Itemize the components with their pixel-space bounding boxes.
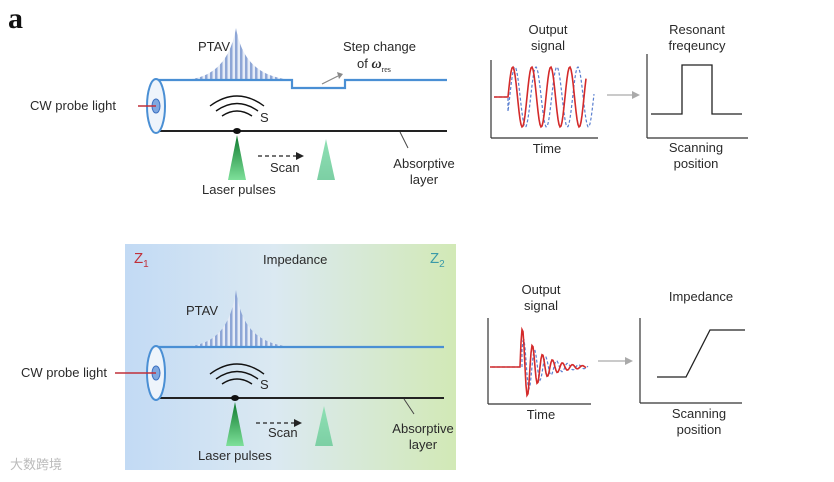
top-absorptive-label-2: layer: [409, 172, 439, 187]
bottom-imp-ramp-curve: [657, 329, 745, 378]
top-step-change-label: Step change: [343, 39, 417, 54]
bottom-ptav-shape: [192, 290, 285, 346]
top-step-arrow: [321, 75, 339, 85]
bottom-signal-title: Output: [521, 282, 561, 297]
top-scan-label: Scan: [270, 160, 300, 175]
omega-sub: res: [381, 64, 391, 74]
bottom-signal-xlabel: Time: [526, 407, 556, 422]
bottom-scan-arrowhead: [294, 419, 302, 427]
bottom-impedance-plot: [639, 318, 745, 404]
top-signal-red-trace: [494, 65, 587, 129]
top-step-arrowhead: [337, 72, 343, 79]
bottom-absorptive-label-2: layer: [408, 437, 438, 452]
bottom-scan-label: Scan: [268, 425, 298, 440]
top-ptav-label: PTAV: [198, 39, 231, 54]
bottom-cw-probe-label: CW probe light: [21, 365, 107, 380]
top-source-dot: [233, 128, 241, 134]
omega-res-symbol: ωres: [371, 57, 391, 74]
top-fiber-diagram: [138, 28, 447, 180]
top-laser-label: Laser pulses: [202, 182, 276, 197]
z2-char: Z: [430, 250, 440, 267]
bottom-ptav-label: PTAV: [186, 303, 219, 318]
bottom-laser-label: Laser pulses: [198, 448, 272, 463]
bottom-sound-wave-icon: [209, 363, 265, 385]
top-laser-beam: [228, 135, 246, 180]
bottom-scanned-beam: [315, 406, 333, 446]
top-ptav-shape: [192, 28, 285, 79]
top-freq-title-2: freqeuncy: [668, 38, 726, 53]
bottom-flow-arrowhead: [625, 357, 633, 365]
z2-label: Z2: [430, 250, 445, 270]
top-step-change-of: of ωres: [357, 56, 391, 77]
bottom-impedance-top-label: Impedance: [263, 252, 328, 267]
bottom-imp-xlabel-2: position: [676, 422, 722, 437]
top-s-label: S: [260, 110, 269, 125]
top-freq-step-curve: [651, 64, 742, 115]
bottom-signal-red-trace: [490, 326, 587, 398]
top-freq-title: Resonant: [669, 22, 725, 37]
top-signal-xlabel: Time: [532, 141, 562, 156]
bottom-s-label: S: [260, 377, 269, 392]
top-step-change-of-text: of: [357, 56, 368, 71]
impedance-gradient-background: [125, 244, 456, 470]
z1-char: Z: [134, 250, 144, 267]
z1-sub: 1: [143, 259, 149, 270]
top-signal-title: Output: [528, 22, 568, 37]
top-flow-arrowhead: [632, 91, 640, 99]
panel-label: a: [8, 2, 23, 35]
top-freq-xlabel: Scanning: [668, 140, 724, 155]
top-signal-plot: [490, 60, 640, 139]
bottom-absorptive-label: Absorptive: [392, 421, 454, 436]
bottom-source-dot: [231, 395, 239, 401]
top-fiber-upper-line: [155, 78, 447, 90]
top-scanned-beam: [317, 139, 335, 180]
z1-label: Z1: [134, 250, 149, 270]
bottom-fiber-diagram: [115, 290, 444, 446]
bottom-imp-xlabel: Scanning: [671, 406, 727, 421]
watermark: 大数跨境: [10, 457, 63, 472]
top-sound-wave-icon: [209, 95, 265, 117]
bottom-signal-plot: [487, 318, 633, 405]
top-cw-probe-label: CW probe light: [30, 98, 116, 113]
bottom-imp-title: Impedance: [668, 289, 734, 304]
top-scan-arrowhead: [296, 152, 304, 160]
bottom-absorptive-pointer: [403, 398, 415, 415]
omega-char: ω: [371, 57, 382, 72]
bottom-signal-title-2: signal: [524, 298, 558, 313]
z2-sub: 2: [439, 259, 445, 270]
top-freq-xlabel-2: position: [673, 156, 719, 171]
bottom-signal-blue-dashed: [492, 339, 589, 391]
top-absorptive-pointer: [399, 131, 409, 149]
top-absorptive-label: Absorptive: [393, 156, 455, 171]
top-signal-title-2: signal: [531, 38, 565, 53]
top-frequency-plot: [646, 54, 748, 139]
bottom-laser-beam: [226, 402, 244, 446]
